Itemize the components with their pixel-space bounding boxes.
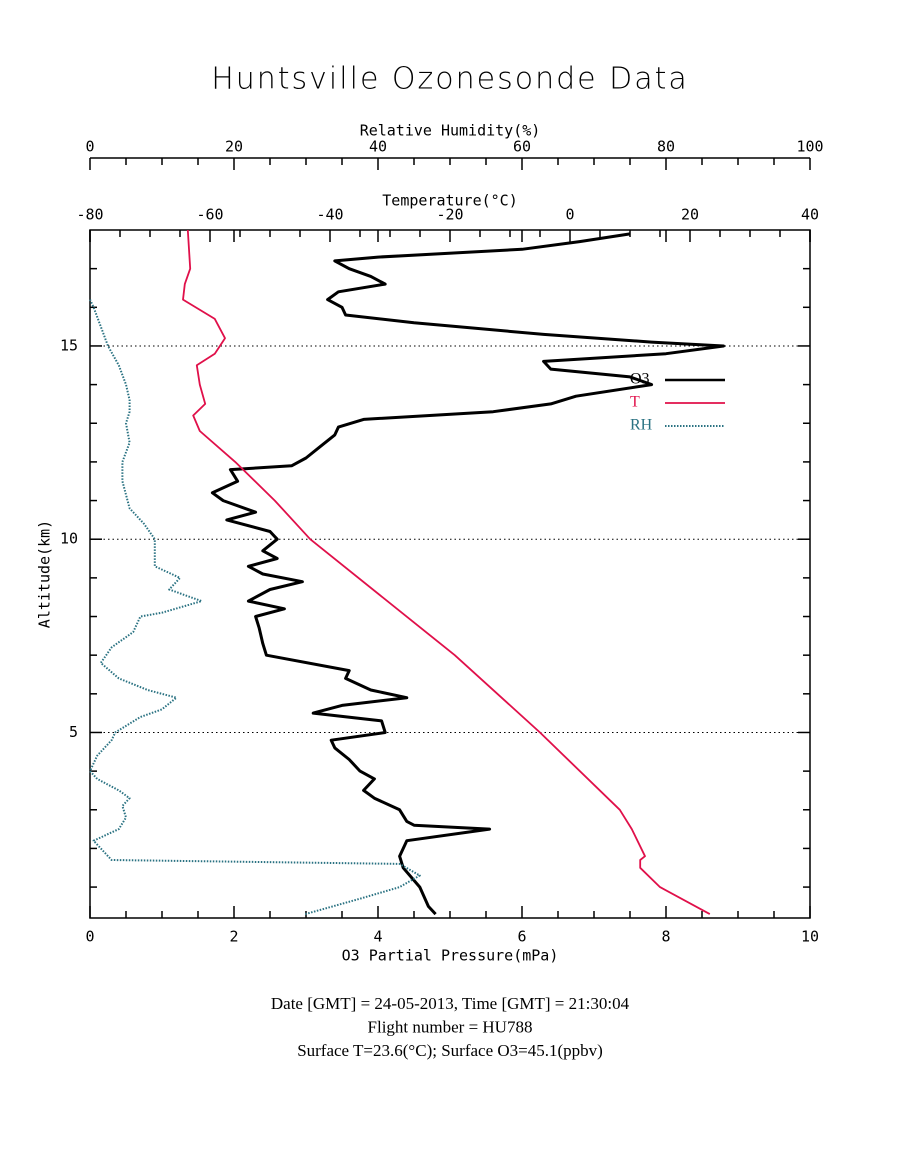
x3-tick-label: 0 <box>85 138 94 156</box>
temperature-axis-title: Temperature(°C) <box>382 192 517 210</box>
x2-tick-label: 0 <box>565 206 574 224</box>
footer-note: Surface T=23.6(°C); Surface O3=45.1(ppbv… <box>297 1041 603 1060</box>
legend-label: O3 <box>630 371 650 388</box>
footer-note: Flight number = HU788 <box>368 1017 533 1036</box>
series-line-t <box>182 229 711 915</box>
x2-tick-label: 40 <box>801 206 819 224</box>
plot-frame <box>89 229 811 919</box>
legend-label: RH <box>630 417 653 434</box>
x2-tick-label: -20 <box>436 206 463 224</box>
y-tick-label: 5 <box>69 723 78 741</box>
x2-tick-label: -80 <box>76 206 103 224</box>
x3-tick-label: 20 <box>225 138 243 156</box>
o3-axis-title: O3 Partial Pressure(mPa) <box>342 947 559 965</box>
x3-tick-label: 100 <box>796 138 823 156</box>
y-axis-title: Altitude(km) <box>36 520 54 628</box>
chart-title: Huntsville Ozonesonde Data <box>211 62 689 97</box>
x3-tick-label: 40 <box>369 138 387 156</box>
x-tick-label: 2 <box>229 928 238 946</box>
series-line-rh <box>89 299 421 916</box>
x-tick-label: 6 <box>517 928 526 946</box>
rh-axis-title: Relative Humidity(%) <box>360 122 541 140</box>
x2-tick-label: -40 <box>316 206 343 224</box>
x-tick-label: 10 <box>801 928 819 946</box>
x2-tick-label: 20 <box>681 206 699 224</box>
legend-label: T <box>630 394 640 411</box>
footer-note: Date [GMT] = 24-05-2013, Time [GMT] = 21… <box>271 994 630 1013</box>
x-tick-label: 8 <box>661 928 670 946</box>
y-tick-label: 15 <box>60 336 78 354</box>
x2-tick-label: -60 <box>196 206 223 224</box>
y-tick-label: 10 <box>60 530 78 548</box>
x3-tick-label: 60 <box>513 138 531 156</box>
x3-tick-label: 80 <box>657 138 675 156</box>
series-line-o3 <box>210 232 726 916</box>
x-tick-label: 4 <box>373 928 382 946</box>
x-tick-label: 0 <box>85 928 94 946</box>
